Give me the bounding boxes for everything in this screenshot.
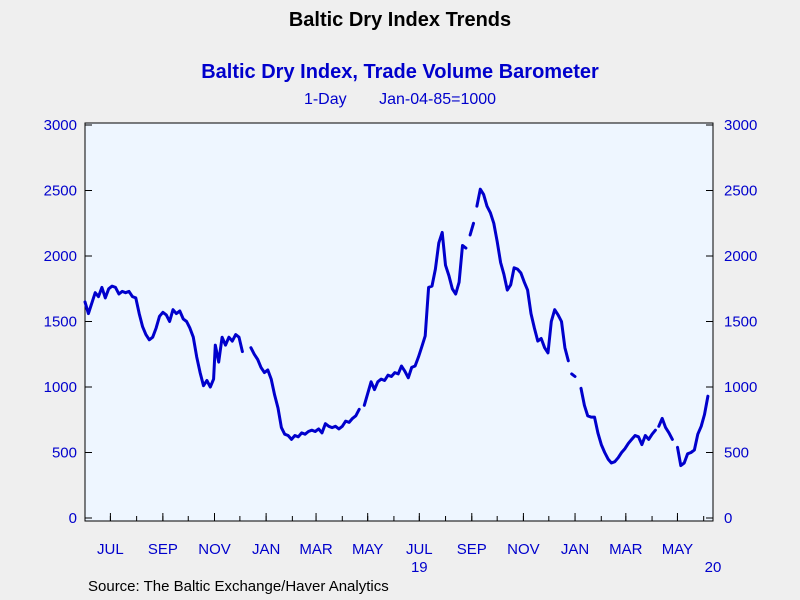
frequency-label: 1-Day xyxy=(303,91,347,108)
x-tick-label: JUL xyxy=(97,541,124,558)
x-tick-label: SEP xyxy=(148,541,178,558)
x-tick-label: NOV xyxy=(507,541,540,558)
y-tick-label-left: 2000 xyxy=(44,248,77,265)
source-note: Source: The Baltic Exchange/Haver Analyt… xyxy=(88,578,389,595)
x-tick-label: NOV xyxy=(198,541,231,558)
series-info: 1-Day Jan-04-85=1000 xyxy=(0,91,800,109)
y-tick-label-left: 1000 xyxy=(44,379,77,396)
y-tick-label-left: 2500 xyxy=(44,183,77,200)
bdi-series-line xyxy=(83,187,710,468)
y-tick-label-right: 500 xyxy=(724,445,749,462)
x-tick-label: MAR xyxy=(609,541,643,558)
x-tick-label: MAR xyxy=(299,541,333,558)
series-layer xyxy=(83,187,710,468)
y-tick-label-right: 1500 xyxy=(724,314,757,331)
chart-title: Baltic Dry Index Trends xyxy=(288,9,512,31)
axes: 0 0 500 500 1000 1000 1500 1500 2000 2000 2500 2500… xyxy=(44,117,758,576)
series-title: Baltic Dry Index, Trade Volume Barometer xyxy=(201,61,599,83)
y-tick-label-left: 500 xyxy=(52,445,77,462)
x-tick-label: MAY xyxy=(352,541,383,558)
y-tick-label-right: 3000 xyxy=(724,117,757,134)
y-tick-label-right: 1000 xyxy=(724,379,757,396)
year-label: 19 xyxy=(411,559,428,576)
y-tick-label-left: 1500 xyxy=(44,314,77,331)
y-tick-label-left: 3000 xyxy=(44,117,77,134)
plot-area xyxy=(84,122,714,522)
x-tick-label: JAN xyxy=(561,541,589,558)
year-label: 20 xyxy=(705,559,722,576)
x-tick-label: SEP xyxy=(457,541,487,558)
y-tick-label-right: 2500 xyxy=(724,183,757,200)
y-tick-label-right: 0 xyxy=(724,510,732,527)
base-label: Jan-04-85=1000 xyxy=(379,91,497,108)
x-tick-label: JAN xyxy=(252,541,280,558)
x-tick-label: JUL xyxy=(406,541,433,558)
x-tick-label: MAY xyxy=(662,541,693,558)
y-tick-label-right: 2000 xyxy=(724,248,757,265)
y-tick-label-left: 0 xyxy=(69,510,77,527)
